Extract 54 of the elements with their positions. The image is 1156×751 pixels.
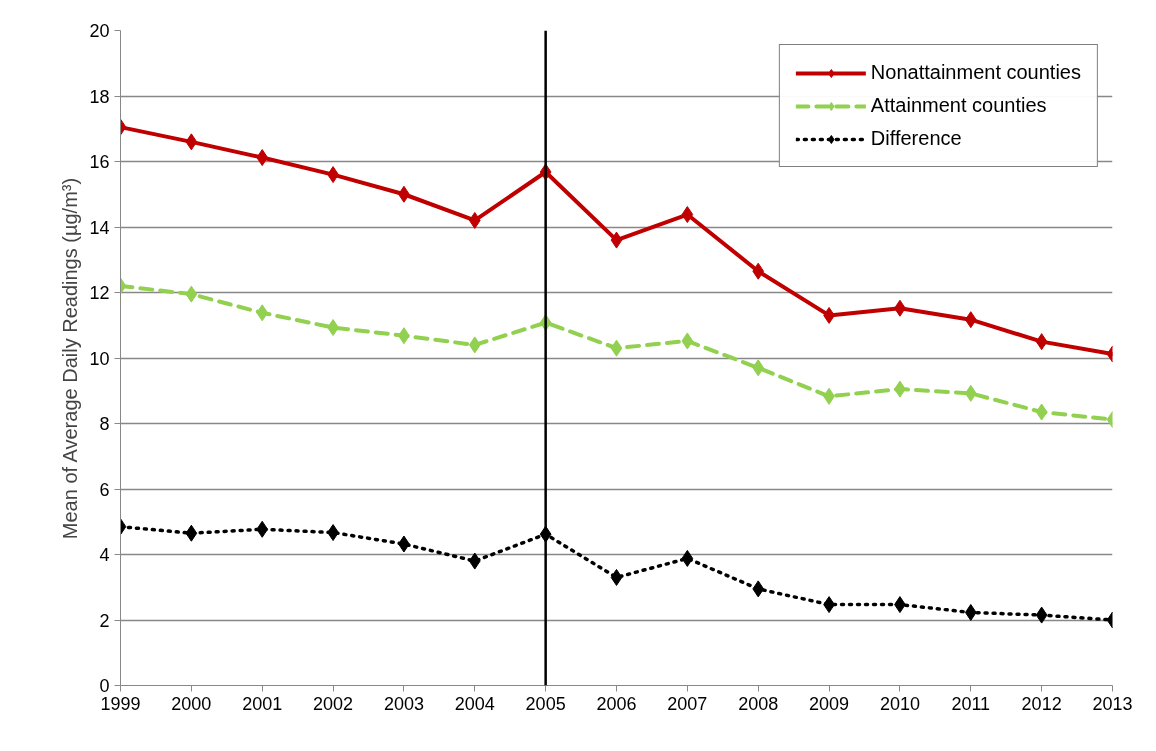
y-tick-label: 4 xyxy=(99,545,110,565)
y-tick-label: 8 xyxy=(99,414,110,434)
y-tick-label: 18 xyxy=(89,86,110,107)
point xyxy=(610,339,623,357)
y-tick-label: 2 xyxy=(99,610,110,631)
point xyxy=(185,285,198,303)
x-tick-label: 2004 xyxy=(454,693,495,714)
point xyxy=(681,549,694,567)
x-tick-label: 2002 xyxy=(313,693,354,714)
point xyxy=(610,568,623,586)
y-tick-label: 16 xyxy=(89,152,110,172)
point xyxy=(964,603,977,621)
point xyxy=(964,384,977,402)
x-tick-label: 2009 xyxy=(809,693,850,714)
x-tick-label: 2012 xyxy=(1021,693,1062,714)
x-tick-label: 2007 xyxy=(667,693,708,714)
point xyxy=(1035,403,1048,421)
legend-label: Difference xyxy=(870,127,962,150)
y-tick-label: 10 xyxy=(89,348,110,369)
point xyxy=(1035,606,1048,624)
x-tick-label: 2000 xyxy=(171,693,212,714)
point xyxy=(752,262,765,280)
y-tick-label: 14 xyxy=(89,217,110,238)
x-tick-label: 2001 xyxy=(242,693,283,714)
point xyxy=(256,520,269,538)
x-tick-label: 2011 xyxy=(951,693,991,714)
point xyxy=(185,133,198,151)
y-tick-label: 12 xyxy=(89,283,110,303)
point xyxy=(185,524,198,542)
y-tick-label: 6 xyxy=(99,479,110,500)
x-tick-label: 2013 xyxy=(1092,693,1133,714)
point xyxy=(681,206,694,224)
point xyxy=(468,552,481,570)
point xyxy=(468,211,481,229)
point xyxy=(681,332,694,350)
y-tick-label: 0 xyxy=(99,676,110,696)
y-axis-title: Mean of Average Daily Readings (µg/m³) xyxy=(59,177,82,540)
x-tick-label: 2003 xyxy=(383,693,424,714)
legend-label: Attainment counties xyxy=(870,94,1047,117)
point xyxy=(752,359,765,377)
point xyxy=(964,311,977,329)
point xyxy=(610,231,623,249)
point xyxy=(1035,333,1048,351)
y-tick-label: 20 xyxy=(89,21,110,41)
x-tick-label: 2008 xyxy=(738,693,779,714)
x-tick-label: 2005 xyxy=(525,693,566,714)
x-tick-label: 2010 xyxy=(879,693,920,714)
point xyxy=(752,580,765,598)
x-tick-label: 2006 xyxy=(596,693,637,714)
point xyxy=(256,149,269,167)
point xyxy=(468,336,481,354)
point xyxy=(256,304,269,322)
x-tick-label: 1999 xyxy=(100,693,141,714)
legend-label: Nonattainment counties xyxy=(870,61,1081,84)
